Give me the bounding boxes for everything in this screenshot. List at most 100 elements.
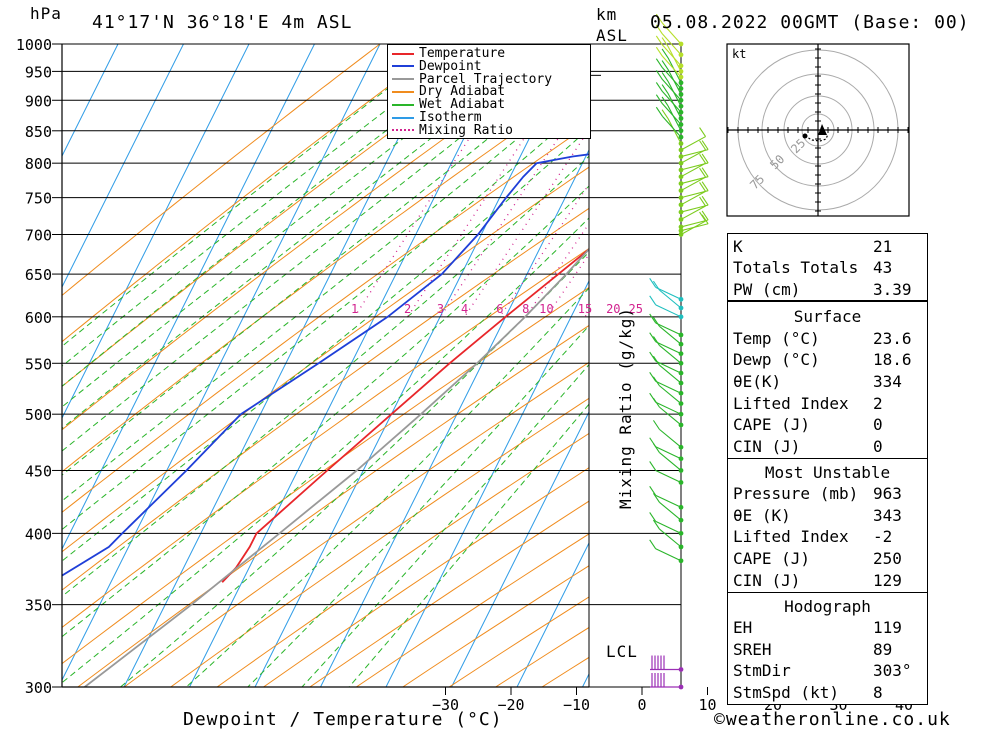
wind-barb: [655, 24, 684, 58]
wind-barb-feather: [655, 13, 663, 24]
surface-cin-label: CIN (J): [733, 437, 801, 456]
x-axis-label: Dewpoint / Temperature (°C): [183, 709, 503, 730]
legend-entry: Temperature: [392, 47, 505, 60]
wind-level-dot: [678, 122, 684, 127]
legend-swatch: [392, 116, 414, 119]
wind-barb-feather: [649, 512, 657, 522]
wind-level-dot: [678, 390, 684, 396]
wind-barb-feather: [649, 539, 657, 550]
wind-barb-shaft: [655, 469, 682, 483]
isotherm-line: [123, 44, 446, 687]
isotherm-line: [62, 44, 119, 158]
wind-barb: [678, 210, 709, 230]
wind-barb: [661, 84, 684, 121]
temperature-tick-label: 0: [637, 696, 646, 714]
wind-barb: [650, 655, 684, 672]
temperature-tick-label: −30: [432, 696, 459, 714]
dry-adiabat-line: [62, 286, 589, 665]
location-title: 41°17'N 36°18'E 4m ASL: [92, 12, 353, 33]
legend-label: Mixing Ratio: [419, 122, 513, 138]
hodograph-stats-panel: Hodograph EH 119 SREH 89 StmDir 303° StmSpd…: [727, 592, 928, 705]
legend: Temperature Dewpoint Parcel Trajectory Dry …: [387, 44, 591, 139]
isobars: [52, 43, 681, 688]
wet-adiabat-line: [62, 44, 525, 408]
wind-level-dot: [678, 202, 684, 208]
wind-barb: [678, 140, 707, 166]
wind-level-dot: [678, 296, 684, 302]
wind-barb: [678, 167, 709, 186]
wind-level-dot: [678, 411, 684, 417]
wind-barb: [649, 437, 684, 462]
legend-entry: Wet Adiabat: [392, 98, 505, 111]
wind-level-dot: [678, 134, 684, 140]
legend-swatch: [392, 65, 414, 68]
wind-barb-shaft: [661, 103, 682, 125]
wind-level-dot: [678, 52, 684, 58]
wind-level-dot: [678, 422, 684, 428]
wind-level-dot: [678, 370, 684, 376]
wind-barb-feather: [661, 96, 669, 107]
legend-swatch: [392, 78, 414, 81]
wind-level-dot: [678, 456, 684, 462]
wet-adiabat-line: [348, 403, 589, 687]
pressure-tick-label: 850: [25, 123, 52, 141]
surface-dewp-label: Dewp (°C): [733, 350, 820, 369]
wind-barb-feather: [655, 106, 663, 117]
wind-barb-shaft: [680, 162, 706, 178]
wind-level-dot: [678, 360, 684, 366]
hodograph-trace: [804, 133, 829, 142]
surface-temp-label: Temp (°C): [733, 329, 820, 348]
wind-level-dot: [678, 314, 684, 320]
wind-barb: [652, 493, 684, 523]
wind-barb-shaft: [667, 105, 682, 132]
mu-li-value: -2: [873, 527, 893, 546]
wind-level-dot: [678, 80, 684, 86]
wind-level-dot: [678, 63, 684, 69]
datetime-label: 05.08.2022 00GMT (Base: 00): [650, 12, 970, 33]
profiles: [62, 153, 589, 687]
pressure-unit-label: hPa: [30, 4, 62, 23]
totals-totals-value: 43: [873, 258, 893, 277]
wind-barb-shaft: [680, 223, 709, 232]
wind-barb-feather: [649, 351, 657, 362]
surface-li-value: 2: [873, 394, 883, 413]
wind-barb: [655, 70, 684, 103]
wind-level-dot: [678, 154, 684, 159]
mixing-ratio-label: 25: [629, 302, 643, 316]
wind-level-dot: [678, 181, 684, 186]
dry-adiabat-line: [77, 324, 589, 687]
wind-barb-feather: [649, 461, 657, 471]
wind-barb: [678, 127, 707, 153]
dewpoint-line: [62, 153, 589, 577]
k-index-value: 21: [873, 237, 893, 256]
wind-barb-shaft: [661, 91, 682, 113]
surface-panel: Surface Temp (°C) 23.6 Dewp (°C) 18.6 θE(K…: [727, 301, 928, 459]
mixing-ratio-label: 4: [461, 302, 468, 316]
wind-barb-feather: [655, 70, 663, 80]
indices-panel: K 21 Totals Totals 43 PW (cm) 3.39: [727, 233, 928, 301]
wind-barb-shaft: [661, 33, 682, 56]
wind-barb-shaft: [655, 548, 682, 562]
wind-barb-shaft: [659, 325, 682, 345]
wind-barb-feather: [701, 214, 709, 225]
wind-barb-feather: [701, 195, 709, 206]
most-unstable-panel: Most Unstable Pressure (mb) 963 θE (K) 343…: [727, 458, 928, 593]
wind-barb-feather: [701, 167, 709, 177]
wind-barb-feather: [649, 371, 657, 382]
wind-barb: [649, 278, 684, 302]
wind-barb-feather: [701, 181, 709, 192]
wind-barb-feather: [699, 140, 707, 151]
k-index-label: K: [733, 237, 743, 256]
dry-adiabat-line: [62, 166, 589, 553]
wind-barb-shaft: [655, 286, 682, 300]
wind-barb-feather: [649, 278, 657, 288]
wet-adiabat-line: [62, 101, 589, 531]
wind-barb-shaft: [655, 401, 682, 415]
wind-barb-feather: [655, 35, 663, 46]
dry-adiabat-line: [216, 432, 589, 687]
wind-level-dot: [678, 351, 684, 357]
pressure-tick-label: 700: [25, 226, 52, 244]
wind-barb-shaft: [655, 520, 682, 534]
wind-barb-feather: [699, 211, 707, 222]
height-unit-label: km: [596, 5, 618, 24]
